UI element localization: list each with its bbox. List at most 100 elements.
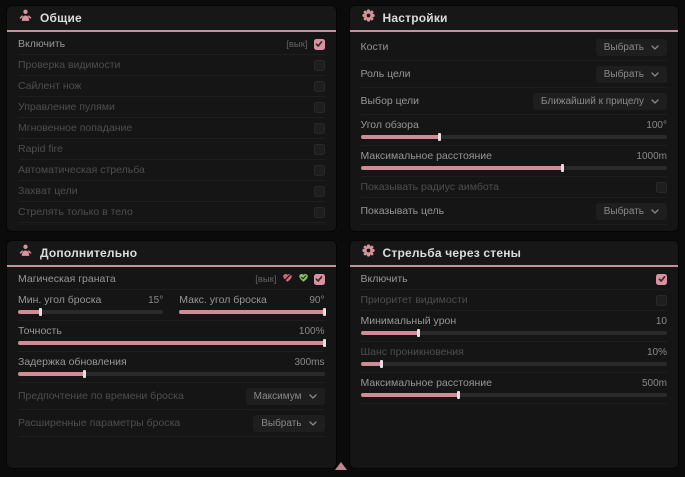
checkbox-wallbang-enable[interactable] bbox=[656, 273, 667, 285]
slider-knob[interactable] bbox=[438, 133, 442, 141]
checkbox-enable[interactable] bbox=[313, 38, 325, 50]
show-target-dropdown[interactable]: Выбрать bbox=[595, 202, 667, 220]
person-icon bbox=[19, 9, 32, 27]
checkbox-bullet-control[interactable] bbox=[313, 101, 325, 113]
setting-label: Показывать цель bbox=[360, 205, 445, 217]
panel-wallbang-header: Стрельба через стены bbox=[349, 241, 678, 267]
update-delay-slider[interactable] bbox=[18, 370, 325, 378]
setting-label: Расширенные параметры броска bbox=[18, 417, 181, 429]
slider-knob[interactable] bbox=[379, 360, 383, 368]
row-advanced-throw: Расширенные параметры броска Выбрать bbox=[18, 410, 325, 437]
setting-label: Минимальный урон bbox=[360, 315, 457, 327]
check-icon bbox=[315, 41, 323, 47]
checkbox-magic-grenade[interactable] bbox=[313, 273, 325, 285]
setting-label: Роль цели bbox=[360, 68, 411, 80]
checkbox-body-only[interactable] bbox=[313, 206, 325, 218]
panel-settings-header: Настройки bbox=[349, 6, 678, 32]
chevron-down-icon bbox=[308, 393, 317, 399]
panel-wallbang: Стрельба через стены Включить Приоритет … bbox=[349, 241, 678, 468]
setting-label: Точность bbox=[18, 325, 62, 337]
checkbox-instant-hit[interactable] bbox=[313, 122, 325, 134]
checkbox-visibility-check[interactable] bbox=[313, 59, 325, 71]
bones-dropdown[interactable]: Выбрать bbox=[595, 38, 667, 56]
chevron-down-icon bbox=[651, 208, 659, 214]
throw-time-dropdown[interactable]: Максимум bbox=[245, 387, 325, 405]
panel-general: Общие Включить [вык] Проверка видимости … bbox=[7, 6, 336, 231]
slider-value: 300ms bbox=[294, 356, 325, 368]
accuracy-slider[interactable] bbox=[18, 339, 326, 347]
row-wallbang-enable: Включить bbox=[360, 269, 667, 290]
fov-slider[interactable] bbox=[360, 133, 667, 141]
slider-value: 100% bbox=[298, 325, 325, 337]
setting-label: Выбор цели bbox=[360, 95, 420, 107]
advanced-throw-dropdown[interactable]: Выбрать bbox=[253, 414, 325, 432]
row-body-only: Стрелять только в тело bbox=[18, 202, 325, 223]
row-wallbang-max-distance: Максимальное расстояние 500m bbox=[360, 373, 667, 404]
row-bones: Кости Выбрать bbox=[360, 34, 667, 61]
max-distance-slider[interactable] bbox=[360, 164, 667, 172]
checkbox-auto-shoot[interactable] bbox=[313, 164, 325, 176]
wallbang-max-distance-slider[interactable] bbox=[360, 391, 667, 399]
target-select-dropdown[interactable]: Ближайший к прицелу bbox=[532, 92, 667, 110]
throw-angle-columns: Мин. угол броска 15° Макс. угол броска 9… bbox=[18, 290, 326, 321]
setting-label: Макс. угол броска bbox=[179, 294, 267, 306]
penetration-chance-slider[interactable] bbox=[360, 360, 667, 368]
min-damage-slider[interactable] bbox=[360, 329, 667, 337]
checkbox-visibility-priority[interactable] bbox=[656, 294, 667, 306]
chevron-down-icon bbox=[651, 44, 659, 50]
setting-label: Захват цели bbox=[18, 185, 78, 197]
checkbox-rapid-fire[interactable] bbox=[313, 143, 325, 155]
row-enable: Включить [вык] bbox=[18, 34, 325, 55]
panel-additional-body: Магическая граната [вык] bbox=[7, 267, 336, 437]
row-penetration-chance: Шанс проникновения 10% bbox=[360, 342, 667, 373]
setting-label: Управление пулями bbox=[18, 101, 115, 113]
setting-label: Угол обзора bbox=[360, 119, 419, 131]
row-visibility-check: Проверка видимости bbox=[18, 55, 325, 76]
row-show-target: Показывать цель Выбрать bbox=[360, 198, 667, 225]
row-magic-grenade: Магическая граната [вык] bbox=[18, 269, 325, 290]
row-instant-hit: Мгновенное попадание bbox=[18, 118, 325, 139]
setting-label: Включить bbox=[360, 273, 408, 285]
panel-settings: Настройки Кости Выбрать Роль цели Выбрат… bbox=[349, 6, 679, 231]
row-accuracy: Точность 100% bbox=[18, 321, 326, 352]
row-min-damage: Минимальный урон 10 bbox=[360, 311, 667, 342]
setting-label: Предпочтение по времени броска bbox=[18, 390, 184, 402]
col-min-angle: Мин. угол броска 15° bbox=[18, 290, 164, 320]
checkbox-silent-knife[interactable] bbox=[313, 80, 325, 92]
green-heart-icon[interactable] bbox=[298, 270, 309, 288]
slider-knob[interactable] bbox=[456, 391, 460, 399]
panel-additional-header: Дополнительно bbox=[7, 241, 336, 267]
slider-knob[interactable] bbox=[560, 164, 564, 172]
max-angle-slider[interactable] bbox=[179, 308, 326, 316]
min-angle-slider[interactable] bbox=[18, 308, 164, 316]
slider-value: 10% bbox=[646, 346, 667, 358]
panel-general-body: Включить [вык] Проверка видимости Сайлен… bbox=[7, 32, 336, 223]
scroll-up-arrow-icon[interactable] bbox=[335, 462, 347, 470]
checkbox-target-lock[interactable] bbox=[313, 185, 325, 197]
slider-knob[interactable] bbox=[416, 329, 420, 337]
row-target-role: Роль цели Выбрать bbox=[360, 61, 667, 88]
setting-label: Показывать радиус аимбота bbox=[360, 181, 500, 193]
row-update-delay: Задержка обновления 300ms bbox=[18, 352, 325, 383]
slider-knob[interactable] bbox=[322, 308, 326, 316]
setting-label: Максимальное расстояние bbox=[360, 377, 492, 389]
panel-general-header: Общие bbox=[7, 6, 336, 32]
panel-settings-body: Кости Выбрать Роль цели Выбрать Выбор це… bbox=[350, 32, 679, 225]
dropdown-value: Ближайший к прицелу bbox=[540, 95, 644, 107]
target-role-dropdown[interactable]: Выбрать bbox=[595, 65, 667, 83]
keybind-tag: [вык] bbox=[255, 273, 277, 285]
panel-title: Настройки bbox=[382, 11, 448, 25]
pink-heart-slash-icon[interactable] bbox=[282, 270, 293, 288]
slider-value: 1000m bbox=[636, 150, 667, 162]
slider-value: 100° bbox=[646, 119, 667, 131]
slider-knob[interactable] bbox=[39, 308, 43, 316]
slider-knob[interactable] bbox=[83, 370, 87, 378]
dropdown-value: Выбрать bbox=[603, 205, 644, 217]
setting-label: Шанс проникновения bbox=[360, 346, 464, 358]
checkbox-show-radius[interactable] bbox=[656, 181, 667, 193]
gear-icon bbox=[361, 244, 375, 262]
slider-knob[interactable] bbox=[322, 339, 326, 347]
row-show-radius: Показывать радиус аимбота bbox=[360, 177, 667, 198]
panel-title: Дополнительно bbox=[40, 246, 138, 260]
